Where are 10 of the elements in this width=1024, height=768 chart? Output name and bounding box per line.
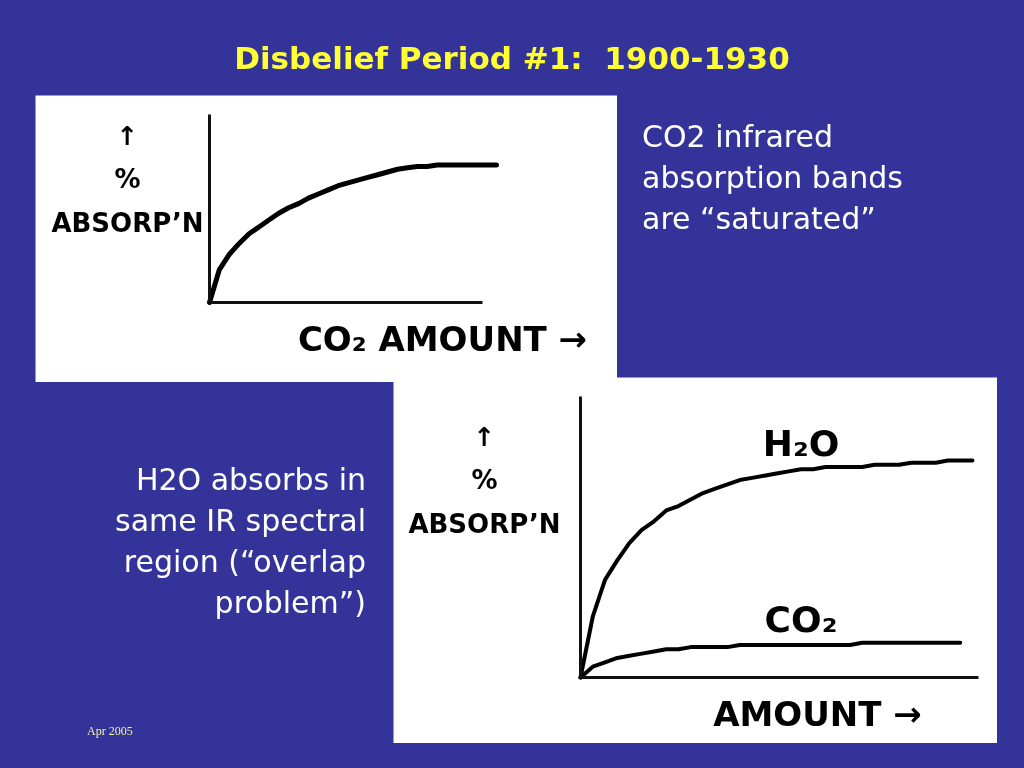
chart-title: Disbelief Period #1: 1900-1930 (233, 39, 791, 77)
y-axis-title: ↑ % ABSORP’N (51, 120, 204, 238)
x-axis-title: AMOUNT → (713, 693, 922, 734)
x-axis-title: CO₂ AMOUNT → (297, 318, 588, 359)
text: Apr 2005 (87, 724, 134, 738)
y-axis-title: ↑ % ABSORP’N (408, 421, 561, 539)
text: H2O absorbs in same IR spectral region (“overlap problem”) (114, 461, 366, 622)
text: CO2 infrared absorption bands are “saturated” (642, 118, 904, 238)
series-label: CO₂ (764, 598, 838, 640)
series-label: H₂O (762, 423, 840, 465)
